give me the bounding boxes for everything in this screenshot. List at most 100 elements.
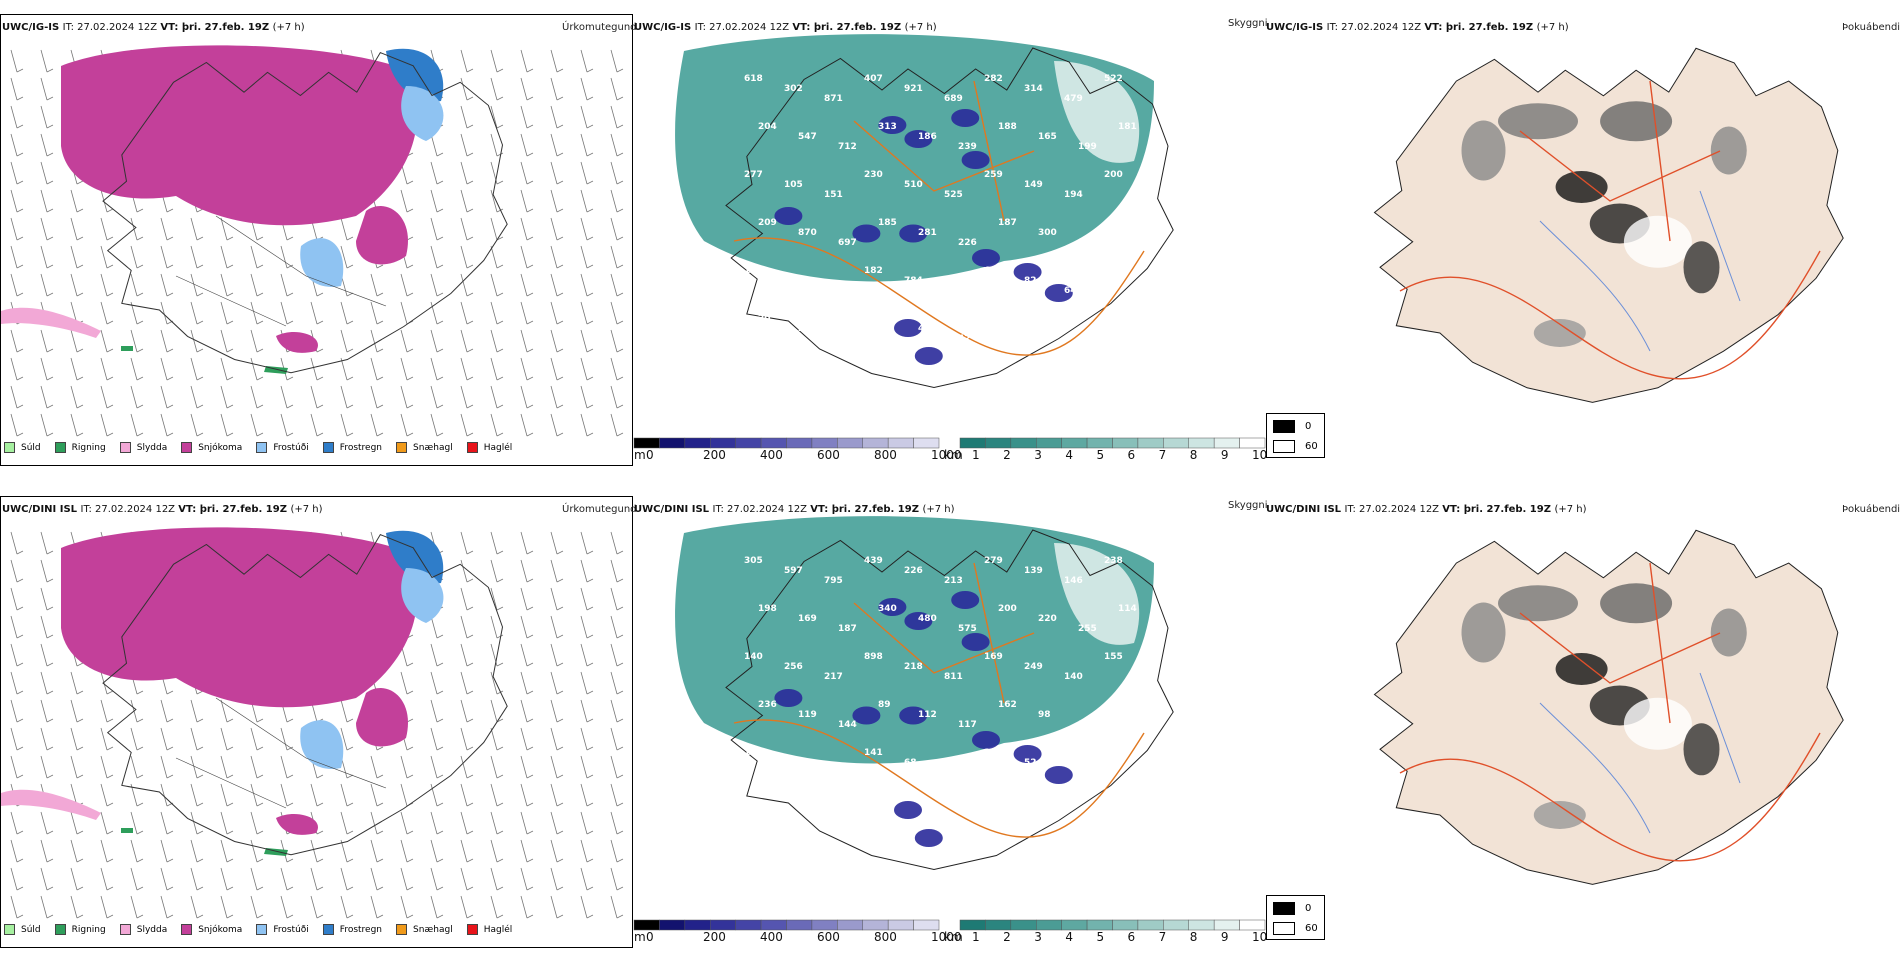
scale-unit: m	[634, 930, 646, 944]
wind-barb	[610, 811, 624, 835]
wind-barb	[280, 385, 294, 409]
cloud-base-value: 816	[944, 286, 963, 296]
cloud-base-value: 547	[798, 132, 817, 142]
wind-barb	[250, 301, 264, 325]
cloud-base-value: 117	[958, 720, 977, 730]
cloud-base-value: 217	[824, 672, 843, 682]
wind-barb	[550, 615, 564, 639]
wind-barb	[610, 189, 624, 213]
wind-barb	[460, 329, 474, 353]
wind-barb	[70, 357, 84, 381]
wind-barb	[280, 727, 294, 751]
legend-swatch	[466, 924, 478, 935]
wind-barb	[70, 245, 84, 269]
fog-legend-item: 0	[1273, 902, 1311, 915]
wind-barb	[550, 867, 564, 891]
wind-barb	[550, 531, 564, 555]
legend-item: Snæhagl	[396, 924, 453, 935]
fog-heading: Þokuábendi	[1842, 504, 1900, 515]
wind-barb	[490, 133, 504, 157]
scale-unit: km	[944, 930, 963, 944]
wind-barb	[100, 217, 114, 241]
fog-index-patch	[1600, 583, 1673, 624]
wind-barb	[340, 357, 354, 381]
freezing-rain-area	[386, 530, 444, 584]
cloud-base-value: 145	[1078, 238, 1097, 248]
wind-barb	[40, 357, 54, 381]
wind-barb	[610, 133, 624, 157]
cloud-heading: Skyggni	[1228, 18, 1268, 29]
wind-barb	[370, 867, 384, 891]
cloud-base-value: 618	[744, 74, 763, 84]
valid-time: þri. 27.feb. 19Z	[1463, 504, 1555, 515]
wind-barb	[460, 413, 474, 437]
wind-barb	[220, 811, 234, 835]
model-name: UWC/IG-IS	[634, 22, 695, 33]
wind-barb	[220, 273, 234, 297]
cloud-base-value: 198	[758, 604, 777, 614]
visibility-cloudbase-map: 618 302 871 407 921 689 282 314 479 522 204 547 712 3…	[675, 34, 1174, 389]
snow-area	[276, 813, 318, 835]
wind-barb	[10, 273, 24, 297]
lead-time: (+7 h)	[904, 22, 937, 33]
cloud-base-ticks: m 0 200 400 600 800 1000	[634, 930, 962, 944]
legend-swatch	[322, 924, 334, 935]
wind-barb	[610, 587, 624, 611]
wind-barb	[100, 385, 114, 409]
wind-barb	[310, 301, 324, 325]
wind-barb	[460, 301, 474, 325]
wind-barb	[430, 189, 444, 213]
legend-swatch	[181, 924, 193, 935]
wind-barb	[340, 783, 354, 807]
fog-legend-swatch	[1273, 902, 1295, 915]
wind-barb	[280, 867, 294, 891]
scale-tick: 9	[1220, 448, 1229, 462]
wind-barb	[550, 329, 564, 353]
wind-barb	[370, 301, 384, 325]
wind-barb	[100, 755, 114, 779]
legend-label: Snjókoma	[198, 924, 243, 935]
low-cloud-area	[1044, 284, 1073, 302]
cloud-base-value: 784	[904, 276, 923, 286]
legend-label: Frostúði	[273, 924, 309, 935]
wind-barb	[220, 699, 234, 723]
low-cloud-area	[972, 249, 1000, 267]
fog-index-patch	[1710, 608, 1747, 657]
wind-barb	[520, 839, 534, 863]
wind-barb	[220, 755, 234, 779]
wind-barb	[460, 839, 474, 863]
cloud-base-value: 140	[744, 652, 763, 662]
cloud-base-value: 282	[984, 74, 1003, 84]
wind-barb	[550, 49, 564, 73]
legend-item: Súld	[4, 442, 41, 453]
legend-item: Slydda	[119, 924, 167, 935]
wind-barb	[610, 301, 624, 325]
wind-barb	[40, 811, 54, 835]
cloud-base-colorbar	[633, 437, 940, 449]
wind-barb	[580, 357, 594, 381]
wind-barb	[280, 245, 294, 269]
wind-barb	[160, 811, 174, 835]
wind-barb	[370, 329, 384, 353]
wind-barb	[40, 615, 54, 639]
wind-barb	[130, 811, 144, 835]
legend-label: Rigning	[71, 924, 106, 935]
wind-barb	[40, 531, 54, 555]
wind-barb	[460, 217, 474, 241]
wind-barb	[520, 413, 534, 437]
legend-item: Rigning	[54, 924, 106, 935]
wind-barb	[460, 189, 474, 213]
wind-barb	[430, 133, 444, 157]
cloud-base-value: 226	[904, 566, 923, 576]
cloud-base-value: 136	[744, 266, 763, 276]
scale-tick: 6	[1127, 448, 1136, 462]
wind-barb	[40, 867, 54, 891]
wind-barb	[550, 783, 564, 807]
low-cloud-area	[951, 591, 980, 609]
wind-barb	[190, 699, 204, 723]
wind-barb	[190, 301, 204, 325]
wind-barb	[460, 49, 474, 73]
cloud-base-value: 187	[998, 218, 1017, 228]
cloud-base-value: 239	[958, 142, 977, 152]
legend-label: Súld	[21, 924, 41, 935]
